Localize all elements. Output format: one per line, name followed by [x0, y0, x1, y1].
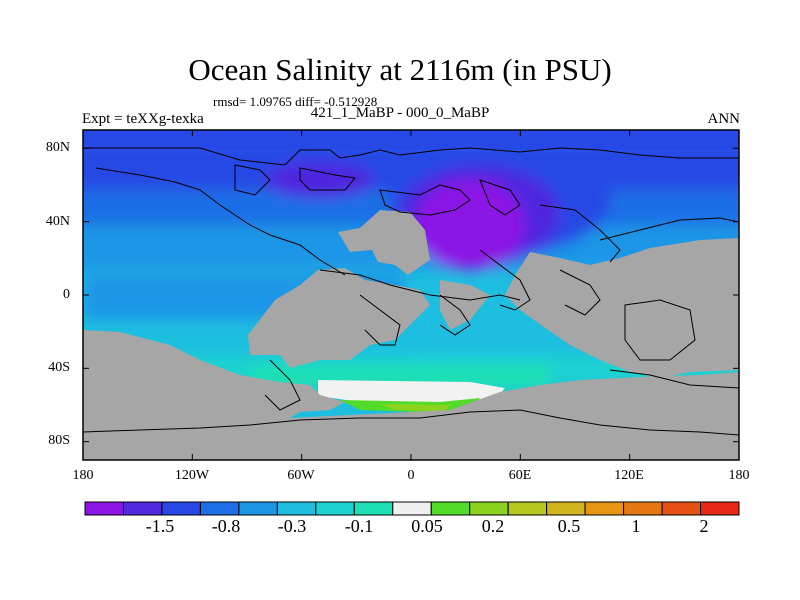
page-title: Ocean Salinity at 2116m (in PSU) — [188, 52, 612, 87]
colorbar-label: -0.1 — [344, 516, 374, 536]
x-tick-label: 0 — [407, 468, 415, 483]
colorbar-swatch — [507, 501, 548, 516]
colorbar-swatch — [623, 501, 663, 516]
land-mask — [83, 210, 739, 460]
axis-ticks — [82, 130, 740, 460]
experiment-label: Expt = teXXg-texka — [82, 111, 204, 127]
colorbar-swatch — [546, 501, 586, 516]
colorbar-swatch — [199, 501, 240, 516]
colorbar-label: 1 — [631, 516, 641, 536]
x-tick-label: 180 — [72, 468, 94, 483]
colorbar — [84, 501, 740, 516]
colorbar-swatch — [122, 501, 163, 516]
colorbar-swatch — [353, 501, 394, 516]
colorbar-label: 2 — [699, 516, 709, 536]
colorbar-label: -0.3 — [277, 516, 307, 536]
y-tick-label: 80N — [45, 140, 70, 155]
y-tick-label: 0 — [63, 287, 70, 302]
y-tick-label: 80S — [48, 433, 70, 448]
colorbar-swatch — [661, 501, 702, 516]
experiment-period: 421_1_MaBP - 000_0_MaBP — [310, 105, 490, 121]
colorbar-swatch — [238, 501, 278, 516]
colorbar-swatch — [84, 501, 124, 516]
colorbar-swatch — [161, 501, 201, 516]
x-tick-label: 120E — [614, 468, 644, 483]
colorbar-label: 0.2 — [481, 516, 505, 536]
colorbar-label: -1.5 — [145, 516, 175, 536]
stats-text: rmsd= 1.09765 diff= -0.512928 — [213, 94, 378, 109]
paleo-coastlines — [83, 147, 739, 436]
colorbar-swatch — [700, 501, 740, 516]
x-tick-label: 60E — [508, 468, 532, 483]
colorbar-swatch — [315, 501, 355, 516]
colorbar-swatch — [276, 501, 317, 516]
y-tick-label: 40S — [48, 360, 70, 375]
colorbar-swatch — [430, 501, 471, 516]
season-label: ANN — [707, 111, 741, 127]
colorbar-label: 0.5 — [557, 516, 581, 536]
x-tick-label: 180 — [728, 468, 750, 483]
colorbar-label: 0.05 — [411, 516, 443, 536]
colorbar-label: -0.8 — [211, 516, 241, 536]
colorbar-swatch — [392, 501, 432, 516]
colorbar-swatch — [469, 501, 509, 516]
x-tick-label: 120W — [174, 468, 210, 483]
x-tick-label: 60W — [287, 468, 315, 483]
colorbar-swatch — [584, 501, 625, 516]
y-tick-label: 40N — [45, 214, 70, 229]
